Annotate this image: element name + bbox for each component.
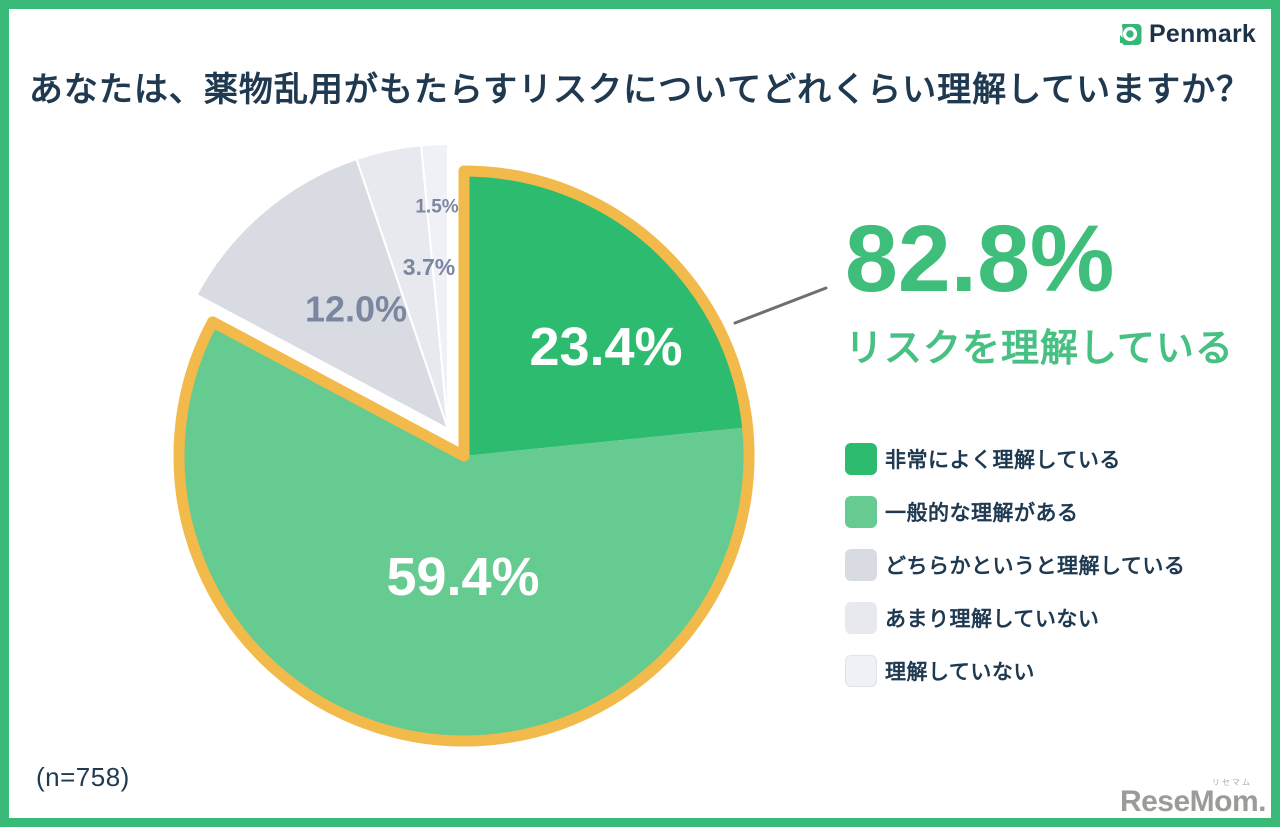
- resemom-logo-text: ReseMom.: [1119, 785, 1267, 818]
- legend-item-2: どちらかというと理解している: [845, 549, 1185, 581]
- legend-swatch-1: [845, 496, 877, 528]
- penmark-speech-bubble-icon: [1117, 22, 1142, 47]
- legend-item-label-3: あまり理解していない: [885, 608, 1100, 631]
- pie-slice-label-2: 12.0%: [305, 289, 407, 330]
- pie-slice-label-4: 1.5%: [415, 197, 458, 218]
- penmark-brand-name: Penmark: [1148, 20, 1256, 48]
- legend-item-label-1: 一般的な理解がある: [885, 502, 1079, 525]
- legend-swatch-3: [845, 602, 877, 634]
- highlight-stat: 82.8% リスクを理解している: [845, 210, 1234, 372]
- pie-slice-understands-1: [178, 321, 749, 742]
- penmark-logo: Penmark: [1117, 20, 1256, 49]
- legend-item-label-2: どちらかというと理解している: [885, 555, 1186, 578]
- pie-slice-other-2: [420, 142, 449, 430]
- legend: 非常によく理解している 一般的な理解があるどちらかというと理解している あまり理解し…: [845, 443, 1185, 708]
- resemom-ruby-text: リセマム: [1212, 778, 1252, 787]
- legend-item-label-0: 非常によく理解している: [885, 449, 1121, 472]
- pie-group-other: [195, 142, 449, 430]
- pie-slice-understands-0: [464, 171, 748, 456]
- legend-swatch-0: [845, 443, 877, 475]
- legend-item-label-4: 理解していない: [885, 661, 1035, 684]
- highlight-stat-value: 82.8%: [845, 206, 1115, 312]
- pie-slice-label-3: 3.7%: [403, 254, 455, 280]
- legend-item-1: 一般的な理解がある: [845, 496, 1185, 528]
- highlight-stat-caption: リスクを理解している: [845, 327, 1234, 370]
- callout-line: [733, 286, 828, 325]
- sample-size-label: (n=758): [36, 762, 130, 792]
- survey-question-title: あなたは、薬物乱用がもたらすリスクについてどれくらい理解していますか？: [28, 71, 1252, 109]
- legend-item-4: 理解していない: [845, 655, 1185, 687]
- pie-gold-outline: [173, 165, 755, 747]
- legend-swatch-2: [845, 549, 877, 581]
- pie-slice-label-1: 59.4%: [386, 547, 539, 607]
- resemom-logo: リセマム ReseMom.: [1119, 778, 1267, 818]
- pie-slice-label-0: 23.4%: [529, 317, 682, 377]
- legend-swatch-4: [845, 655, 877, 687]
- pie-slice-other-0: [195, 158, 449, 430]
- legend-item-0: 非常によく理解している: [845, 443, 1185, 475]
- legend-item-3: あまり理解していない: [845, 602, 1185, 634]
